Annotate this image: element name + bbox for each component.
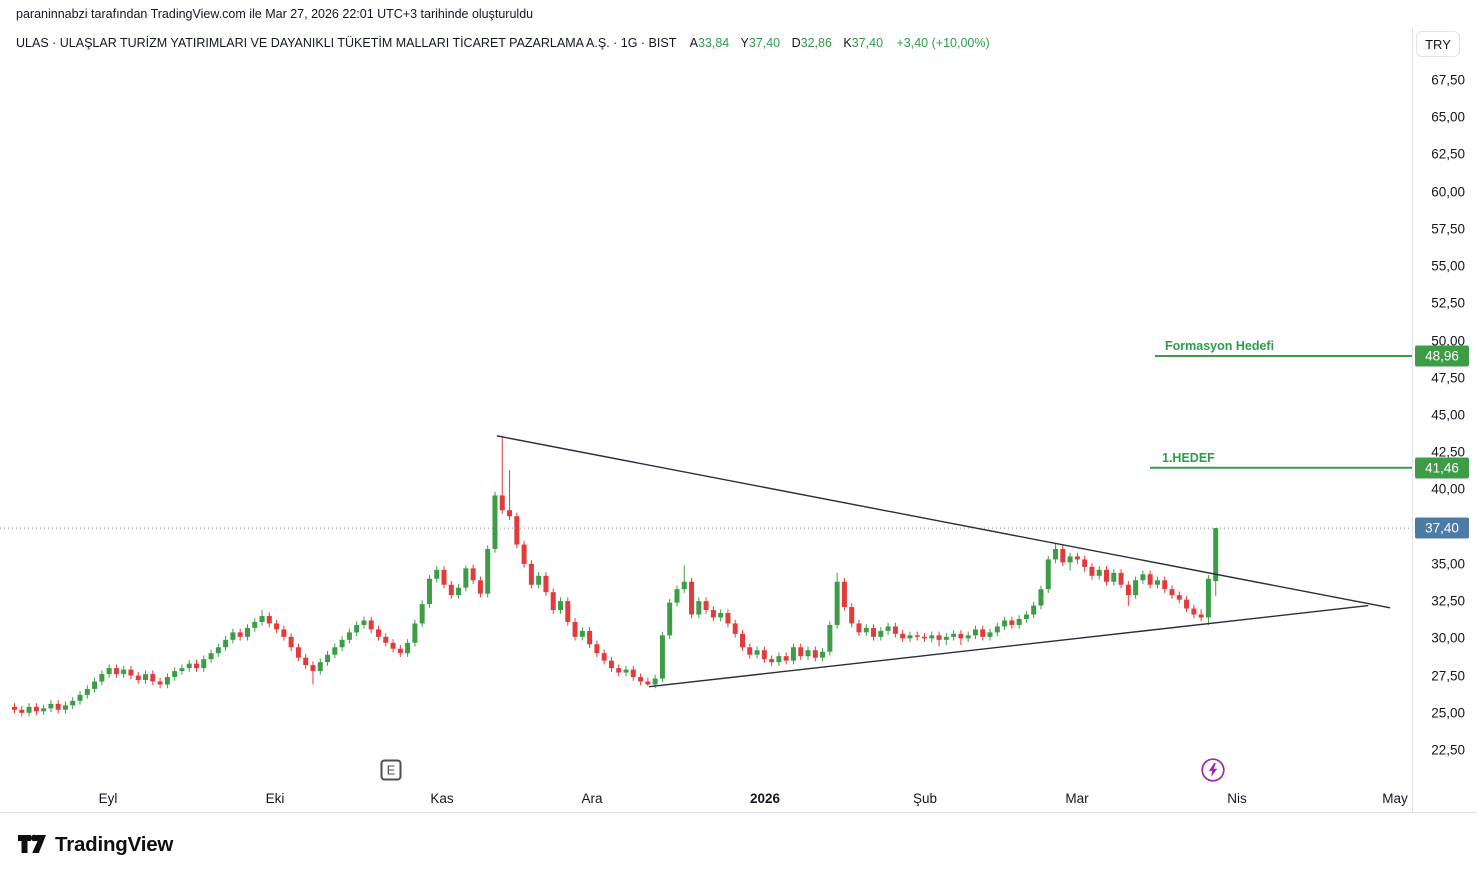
time-tick: Kas: [430, 791, 454, 806]
price-tick: 45,00: [1431, 407, 1465, 423]
time-axis[interactable]: Eyl Eki Kas Ara 2026 Şub Mar Nis May: [0, 784, 1412, 812]
time-tick: Ara: [581, 791, 603, 806]
time-tick: Eki: [265, 791, 285, 806]
price-tick: 60,00: [1431, 184, 1465, 200]
first-target-label[interactable]: 1.HEDEF: [1162, 450, 1215, 465]
earnings-marker[interactable]: E: [380, 759, 402, 781]
open-value: 33,84: [697, 36, 730, 50]
last-price-badge: 37,40: [1415, 517, 1469, 539]
price-tick: 67,50: [1431, 72, 1465, 88]
lightning-event-icon[interactable]: [1201, 758, 1226, 783]
ohlc-values: A33,84 Y37,40 D32,86 K37,40 +3,40 (+10,0…: [690, 36, 990, 50]
time-tick: Nis: [1227, 791, 1247, 806]
attribution-text: paraninnabzi tarafından TradingView.com …: [16, 7, 534, 21]
price-tick: 42,50: [1431, 444, 1465, 460]
price-tick: 27,50: [1431, 668, 1465, 684]
low-label: D: [791, 36, 801, 50]
time-tick: Mar: [1065, 791, 1089, 806]
tradingview-logo-icon: [18, 834, 46, 853]
time-tick: May: [1382, 791, 1408, 806]
price-tick: 25,00: [1431, 705, 1465, 721]
price-tick: 40,00: [1431, 481, 1465, 497]
price-tick: 22,50: [1431, 742, 1465, 758]
time-tick: Eyl: [98, 791, 118, 806]
price-tick: 57,50: [1431, 221, 1465, 237]
tradingview-logo-text: TradingView: [55, 833, 174, 856]
open-label: A: [689, 36, 698, 50]
time-axis-separator: [0, 812, 1477, 813]
price-tick: 30,00: [1431, 630, 1465, 646]
candlestick-series: [12, 435, 1219, 717]
price-tick: 65,00: [1431, 109, 1465, 125]
formation-target-price-badge: 48,96: [1415, 345, 1469, 367]
price-tick: 47,50: [1431, 370, 1465, 386]
currency-toggle-button[interactable]: TRY: [1416, 31, 1460, 57]
first-target-price-badge: 41,46: [1415, 457, 1469, 479]
symbol-legend: ULAS · ULAŞLAR TURİZM YATIRIMLARI VE DAY…: [16, 36, 990, 50]
time-tick: 2026: [749, 791, 781, 806]
tradingview-logo[interactable]: TradingView: [17, 832, 173, 858]
high-value: 37,40: [748, 36, 781, 50]
price-tick: 62,50: [1431, 146, 1465, 162]
high-label: Y: [740, 36, 749, 50]
formation-target-label[interactable]: Formasyon Hedefi: [1165, 339, 1275, 354]
trendline-upper[interactable]: [496, 435, 1391, 609]
close-label: K: [843, 36, 852, 50]
close-value: 37,40: [851, 36, 884, 50]
price-tick: 32,50: [1431, 593, 1465, 609]
symbol-title: ULAS · ULAŞLAR TURİZM YATIRIMLARI VE DAY…: [16, 36, 677, 50]
trendline-lower[interactable]: [648, 604, 1369, 688]
price-axis-separator: [1412, 28, 1413, 812]
low-value: 32,86: [800, 36, 832, 50]
price-tick: 50,00: [1431, 333, 1465, 349]
time-tick: Şub: [912, 791, 938, 806]
price-tick: 55,00: [1431, 258, 1465, 274]
price-axis[interactable]: 67,50 65,00 62,50 60,00 57,50 55,00 52,50 50,00…: [1413, 28, 1477, 812]
price-tick: 52,50: [1431, 295, 1465, 311]
change-value: +3,40 (+10,00%): [896, 36, 990, 50]
price-tick: 35,00: [1431, 556, 1465, 572]
